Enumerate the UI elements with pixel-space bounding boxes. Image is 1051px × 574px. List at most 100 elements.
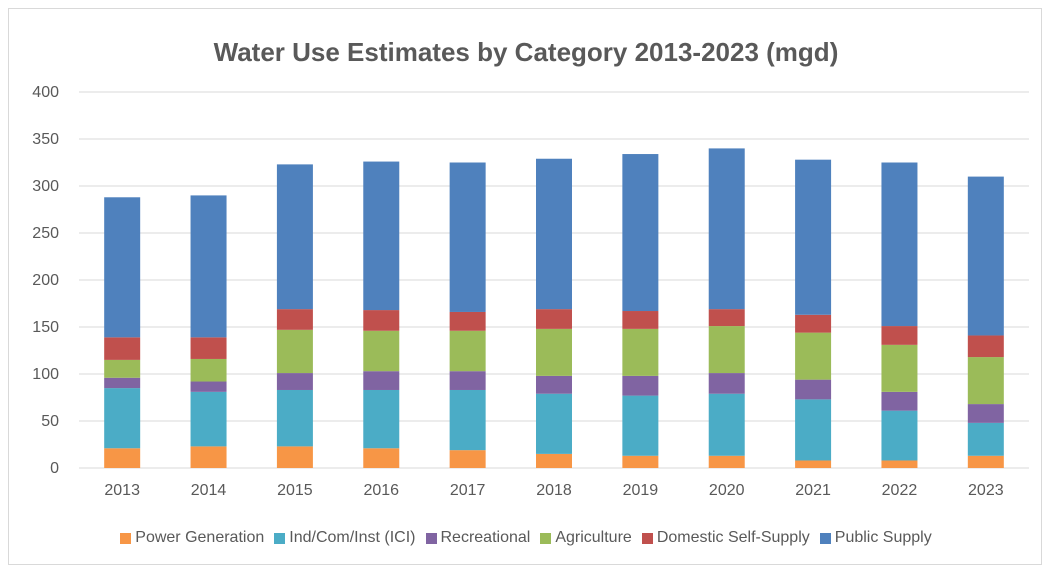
bar-segment-ind-com-inst-ici--2014 xyxy=(190,391,227,447)
legend-label: Agriculture xyxy=(555,529,632,546)
bar-segment-recreational-2023 xyxy=(967,404,1004,423)
bar-segment-recreational-2021 xyxy=(795,379,832,400)
y-tick-label: 0 xyxy=(50,460,59,477)
bar-segment-public-supply-2013 xyxy=(104,197,141,338)
bar-segment-domestic-self-supply-2019 xyxy=(622,311,659,329)
bar-segment-domestic-self-supply-2017 xyxy=(449,311,486,331)
bar-segment-agriculture-2018 xyxy=(536,328,572,376)
legend-item: Power Generation xyxy=(120,529,264,547)
chart-plot: 0 50 100 150 200 250 300 350 400 2013 2014 2015 2016… xyxy=(32,84,1029,499)
bar-segment-power-generation-2021 xyxy=(795,460,832,468)
bar-segment-agriculture-2014 xyxy=(190,358,227,382)
bar-segment-power-generation-2013 xyxy=(104,448,141,468)
legend-item: Public Supply xyxy=(819,529,932,547)
legend-swatch xyxy=(425,532,437,544)
y-tick-label: 300 xyxy=(32,178,59,195)
x-tick-label: 2017 xyxy=(450,482,486,499)
legend-label: Domestic Self-Supply xyxy=(656,529,810,546)
bar-segment-ind-com-inst-ici--2022 xyxy=(881,410,918,461)
bar-segment-domestic-self-supply-2016 xyxy=(363,310,400,331)
legend-label: Ind/Com/Inst (ICI) xyxy=(289,529,416,546)
bar-segment-domestic-self-supply-2013 xyxy=(104,337,141,360)
legend-item: Ind/Com/Inst (ICI) xyxy=(274,529,416,547)
legend-swatch xyxy=(819,532,831,544)
legend-label: Public Supply xyxy=(834,529,932,546)
bar-segment-recreational-2014 xyxy=(190,381,227,392)
bar-segment-public-supply-2022 xyxy=(881,162,918,327)
bar-segment-domestic-self-supply-2023 xyxy=(967,335,1004,358)
bar-segment-agriculture-2021 xyxy=(795,332,832,380)
bar-segment-ind-com-inst-ici--2019 xyxy=(622,395,659,456)
legend-item: Recreational xyxy=(425,529,530,547)
x-tick-label: 2021 xyxy=(795,482,831,499)
bar-segment-power-generation-2020 xyxy=(708,455,745,468)
bar-segment-domestic-self-supply-2014 xyxy=(190,337,227,359)
bar-segment-public-supply-2021 xyxy=(795,159,832,315)
x-tick-label: 2014 xyxy=(191,482,227,499)
bar-segment-ind-com-inst-ici--2018 xyxy=(536,393,572,454)
chart-legend: Power Generation Ind/Com/Inst (ICI) Recrea… xyxy=(9,529,1043,547)
legend-swatch xyxy=(641,532,653,544)
bar-segment-recreational-2017 xyxy=(449,371,486,390)
bar-segment-agriculture-2020 xyxy=(708,326,745,374)
chart-title: Water Use Estimates by Category 2013-202… xyxy=(213,37,839,67)
y-tick-label: 350 xyxy=(32,131,59,148)
x-tick-label: 2019 xyxy=(623,482,659,499)
y-tick-label: 50 xyxy=(41,413,59,430)
bar-segment-agriculture-2016 xyxy=(363,330,400,372)
bar-segment-ind-com-inst-ici--2016 xyxy=(363,389,400,449)
bar-segment-ind-com-inst-ici--2017 xyxy=(449,389,486,451)
x-tick-label: 2015 xyxy=(277,482,313,499)
bar-segment-domestic-self-supply-2021 xyxy=(795,314,832,333)
bar-segment-agriculture-2019 xyxy=(622,328,659,376)
bar-segment-power-generation-2017 xyxy=(449,450,486,468)
bar-segment-power-generation-2019 xyxy=(622,455,659,468)
x-tick-label: 2018 xyxy=(536,482,572,499)
bar-segment-domestic-self-supply-2022 xyxy=(881,326,918,345)
bar-segment-recreational-2013 xyxy=(104,377,141,389)
bar-segment-recreational-2019 xyxy=(622,375,659,396)
bar-segment-power-generation-2023 xyxy=(967,455,1004,468)
bar-segment-power-generation-2015 xyxy=(276,446,313,468)
x-tick-label: 2020 xyxy=(709,482,745,499)
x-tick-label: 2013 xyxy=(104,482,140,499)
legend-label: Power Generation xyxy=(135,529,265,546)
y-tick-label: 250 xyxy=(32,225,59,242)
bar-segment-ind-com-inst-ici--2021 xyxy=(795,399,832,461)
bar-segment-public-supply-2016 xyxy=(363,161,400,311)
bar-segment-ind-com-inst-ici--2020 xyxy=(708,393,745,456)
bar-segment-agriculture-2013 xyxy=(104,359,141,378)
bar-segment-public-supply-2017 xyxy=(449,162,486,312)
legend-swatch xyxy=(540,532,552,544)
bar-segment-recreational-2022 xyxy=(881,391,918,411)
bar-segment-public-supply-2020 xyxy=(708,148,745,310)
legend-swatch xyxy=(274,532,286,544)
bar-segment-power-generation-2018 xyxy=(536,453,572,468)
bar-segment-agriculture-2017 xyxy=(449,330,486,372)
x-tick-label: 2022 xyxy=(882,482,918,499)
bar-segment-power-generation-2016 xyxy=(363,448,400,468)
bar-segment-ind-com-inst-ici--2015 xyxy=(276,389,313,447)
bar-segment-public-supply-2018 xyxy=(536,158,572,310)
bar-segment-public-supply-2023 xyxy=(967,176,1004,336)
bar-segment-agriculture-2015 xyxy=(276,329,313,374)
chart-frame: Water Use Estimates by Category 2013-202… xyxy=(8,8,1042,565)
y-tick-label: 100 xyxy=(32,366,59,383)
bar-segment-domestic-self-supply-2015 xyxy=(276,309,313,330)
bar-segment-agriculture-2023 xyxy=(967,357,1004,405)
x-tick-label: 2023 xyxy=(968,482,1004,499)
x-tick-label: 2016 xyxy=(363,482,399,499)
legend-item: Agriculture xyxy=(540,529,632,547)
bar-segment-domestic-self-supply-2020 xyxy=(708,309,745,327)
y-tick-label: 400 xyxy=(32,84,59,101)
bar-segment-recreational-2015 xyxy=(276,373,313,390)
bar-segment-domestic-self-supply-2018 xyxy=(536,309,572,329)
bar-segment-public-supply-2015 xyxy=(276,164,313,310)
bar-segment-agriculture-2022 xyxy=(881,344,918,392)
bar-segment-ind-com-inst-ici--2013 xyxy=(104,388,141,449)
bar-segment-ind-com-inst-ici--2023 xyxy=(967,422,1004,456)
bar-segment-power-generation-2022 xyxy=(881,460,918,468)
bar-segment-recreational-2020 xyxy=(708,373,745,394)
bar-segment-recreational-2016 xyxy=(363,371,400,390)
y-tick-label: 150 xyxy=(32,319,59,336)
